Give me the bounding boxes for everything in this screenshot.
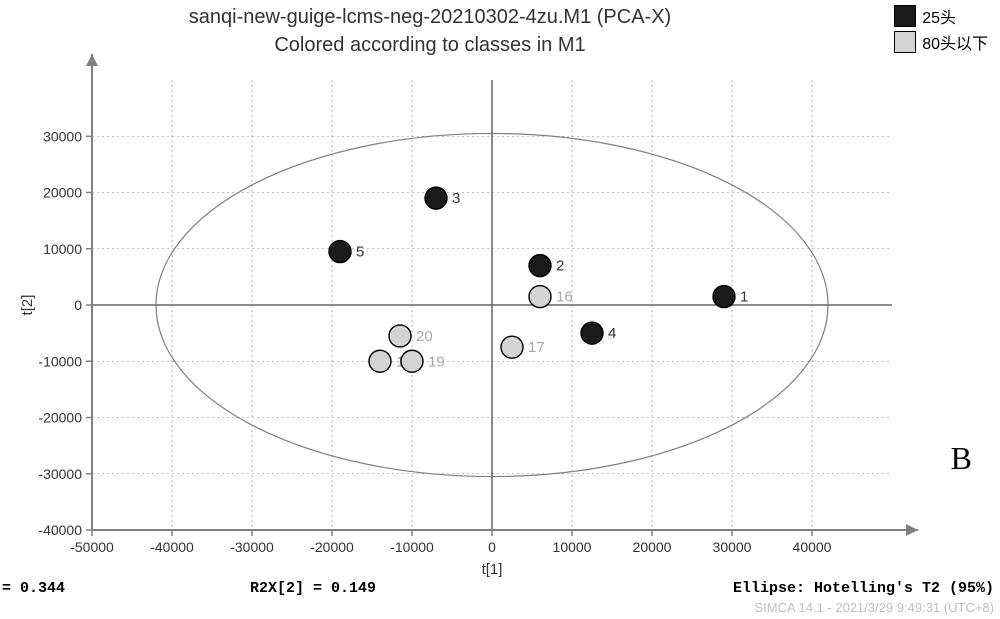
- data-point-label: 3: [452, 190, 460, 207]
- x-axis-label: t[1]: [482, 561, 503, 578]
- data-point-label: 19: [428, 353, 445, 370]
- y-tick-label: 10000: [43, 241, 82, 257]
- x-tick-label: 20000: [633, 539, 672, 555]
- data-point: [713, 286, 735, 308]
- x-tick-label: -40000: [150, 539, 194, 555]
- footer-ellipse-note: Ellipse: Hotelling's T2 (95%): [733, 580, 994, 597]
- data-point: [581, 322, 603, 344]
- data-point-label: 20: [416, 328, 433, 345]
- x-tick-label: -50000: [70, 539, 114, 555]
- data-point: [389, 325, 411, 347]
- x-tick-label: 0: [488, 539, 496, 555]
- x-tick-label: -20000: [310, 539, 354, 555]
- x-tick-label: 10000: [553, 539, 592, 555]
- x-tick-label: -30000: [230, 539, 274, 555]
- footer-r2x-fragment: = 0.344: [2, 580, 65, 597]
- data-point: [425, 187, 447, 209]
- data-point-label: 5: [356, 244, 364, 261]
- x-tick-label: 30000: [713, 539, 752, 555]
- y-tick-label: -10000: [38, 353, 82, 369]
- data-point: [529, 286, 551, 308]
- data-point-label: 17: [528, 339, 545, 356]
- y-tick-label: -30000: [38, 466, 82, 482]
- data-point-label: 4: [608, 325, 616, 342]
- y-tick-label: 20000: [43, 185, 82, 201]
- x-tick-label: 40000: [793, 539, 832, 555]
- y-tick-label: 30000: [43, 128, 82, 144]
- data-point-label: 2: [556, 258, 564, 275]
- y-tick-label: 0: [74, 297, 82, 313]
- panel-letter: B: [951, 440, 972, 477]
- x-tick-label: -10000: [390, 539, 434, 555]
- data-point-label: 16: [556, 289, 573, 306]
- data-point: [529, 255, 551, 277]
- y-tick-label: -40000: [38, 522, 82, 538]
- y-axis-label: t[2]: [19, 295, 36, 316]
- data-point: [501, 336, 523, 358]
- data-point: [369, 350, 391, 372]
- footer-r2x2: R2X[2] = 0.149: [250, 580, 376, 597]
- y-tick-label: -20000: [38, 410, 82, 426]
- pca-scatter-plot: -50000-40000-30000-20000-100000100002000…: [0, 0, 1000, 619]
- data-point: [401, 350, 423, 372]
- data-point-label: 1: [740, 289, 748, 306]
- data-point: [329, 241, 351, 263]
- software-watermark: SIMCA 14.1 - 2021/3/29 9:49:31 (UTC+8): [754, 600, 994, 615]
